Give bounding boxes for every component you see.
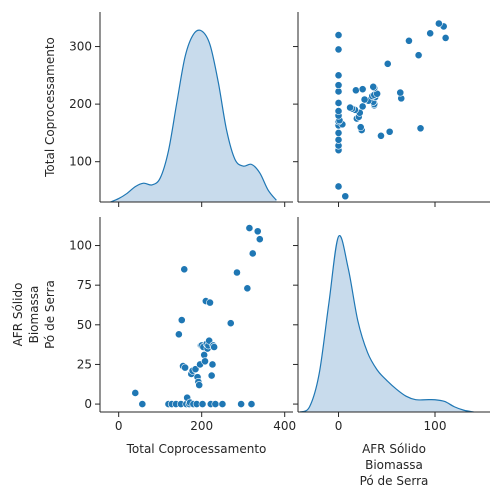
- y-tick-label: 75: [77, 278, 92, 292]
- y-tick-label: 50: [77, 318, 92, 332]
- scatter-point: [334, 182, 343, 191]
- kde-afr-fill: [299, 235, 474, 412]
- scatter-point: [131, 389, 140, 397]
- y-tick-label: 100: [69, 239, 92, 253]
- panel-scatter-total-vs-afr: 0 200 400 0 25 50 75 100: [69, 217, 296, 433]
- scatter-point: [248, 249, 257, 258]
- scatter-point: [358, 85, 367, 94]
- scatter-point: [200, 351, 209, 359]
- x-axis-title-afr-line: AFR Sólido: [362, 442, 426, 456]
- kde-total-line: [110, 29, 277, 203]
- scatter-point: [191, 365, 200, 374]
- scatter-point: [334, 45, 343, 54]
- y-tick-label: 300: [69, 40, 92, 54]
- scatter-point: [351, 86, 360, 95]
- scatter-point: [426, 29, 435, 38]
- scatter-point: [211, 400, 220, 408]
- scatter-point: [334, 129, 343, 137]
- scatter-point: [245, 224, 254, 232]
- panel-kde-afr: 0 100: [293, 217, 490, 433]
- y-tick-label: 200: [69, 97, 92, 111]
- scatter-point: [233, 268, 241, 277]
- scatter-point: [195, 381, 204, 389]
- scatter-point: [243, 284, 252, 293]
- scatter-point: [181, 363, 189, 372]
- scatter-point: [356, 123, 365, 132]
- scatter-point: [383, 59, 392, 68]
- axis-labels: Total Coprocessamento AFR SólidoBiomassaP…: [11, 37, 428, 488]
- x-tick-label: 0: [335, 419, 343, 433]
- scatter-point: [414, 51, 423, 60]
- scatter-point: [334, 107, 343, 115]
- scatter-point: [218, 400, 227, 408]
- scatter-point: [201, 357, 209, 366]
- scatter-point: [334, 71, 343, 80]
- panel-kde-total: 100 200 300: [69, 12, 293, 207]
- x-tick-label: 0: [115, 419, 123, 433]
- scatter-point: [369, 82, 378, 91]
- scatter-point: [396, 88, 405, 97]
- x-axis-title-afr-line: Biomassa: [365, 458, 423, 472]
- x-tick-label: 400: [273, 419, 296, 433]
- scatter-point: [253, 227, 262, 236]
- x-axis-title-afr-line: Pó de Serra: [360, 474, 429, 488]
- scatter-point: [180, 265, 189, 274]
- scatter-point: [385, 127, 394, 136]
- kde-afr-line: [299, 235, 474, 413]
- kde-total-fill: [110, 30, 277, 203]
- scatter-point: [247, 400, 256, 408]
- scatter-point: [334, 135, 343, 144]
- scatter-point: [405, 36, 413, 45]
- y-tick-label: 25: [77, 357, 92, 371]
- scatter-point: [334, 99, 343, 107]
- scatter-point: [416, 124, 425, 133]
- panel-scatter-afr-vs-total: [293, 12, 490, 207]
- scatter-point: [341, 192, 350, 201]
- x-axis-title-total: Total Coprocessamento: [126, 442, 267, 456]
- scatter-point: [360, 95, 369, 104]
- scatter-point: [434, 19, 443, 28]
- scatter-point: [255, 235, 264, 244]
- scatter-point: [441, 34, 450, 42]
- x-tick-label: 100: [424, 419, 447, 433]
- x-tick-label: 200: [190, 419, 213, 433]
- y-axis-title-total: Total Coprocessamento: [43, 37, 57, 178]
- scatter-point: [206, 298, 214, 307]
- y-axis-title-afr-line: AFR Sólido: [11, 283, 25, 347]
- scatter-point: [210, 343, 219, 351]
- y-tick-label: 100: [69, 155, 92, 169]
- scatter-point: [174, 330, 183, 339]
- y-axis-title-afr-line: Pó de Serra: [43, 280, 57, 349]
- scatter-point: [207, 371, 216, 380]
- scatter-point: [334, 31, 343, 39]
- y-axis-title-afr-line: Biomassa: [27, 286, 41, 344]
- scatter-point: [346, 103, 355, 112]
- scatter-point: [237, 400, 246, 408]
- scatter-point: [208, 360, 217, 369]
- y-tick-label: 0: [84, 397, 92, 411]
- scatter-point: [177, 316, 186, 324]
- scatter-point: [198, 400, 207, 408]
- scatter-point: [226, 319, 235, 328]
- scatter-point: [377, 131, 385, 140]
- scatter-point: [138, 400, 147, 408]
- scatter-point: [358, 102, 367, 111]
- scatter-point: [334, 81, 343, 90]
